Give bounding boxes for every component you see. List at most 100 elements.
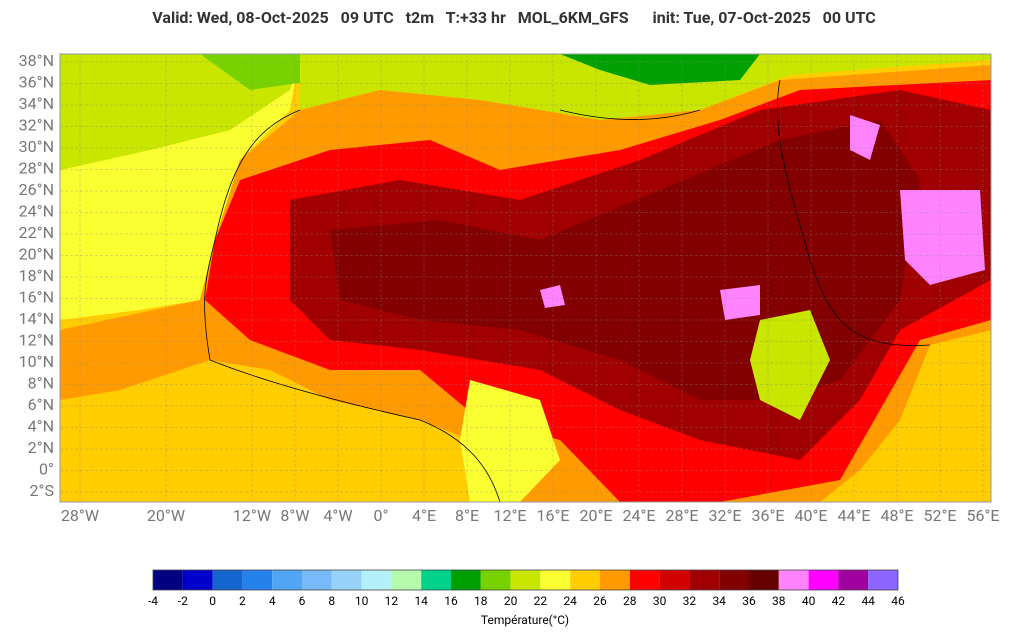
lon-label: 52°E [923, 506, 956, 525]
colorbar-swatch [719, 570, 749, 590]
colorbar-label: 16 [444, 594, 458, 608]
colorbar-swatch [629, 570, 660, 590]
colorbar-swatch [153, 570, 183, 590]
colorbar-label: 4 [269, 594, 276, 608]
colorbar-swatch [659, 570, 690, 590]
colorbar-swatch [600, 570, 630, 590]
lat-label: 2°S [30, 481, 54, 500]
title: Valid: Wed, 08-Oct-2025 09 UTC t2m T:+33… [152, 8, 875, 27]
colorbar-swatch [778, 570, 809, 590]
lon-label: 56°E [966, 506, 999, 525]
lon-label: 8°W [280, 506, 309, 525]
grid [60, 54, 991, 502]
lon-label: 12°E [493, 506, 526, 525]
colorbar-label: 6 [299, 594, 306, 608]
lat-label: 16°N [19, 288, 54, 307]
lon-label: 20°E [579, 506, 612, 525]
colorbar-label: 40 [802, 594, 816, 608]
colorbar-label: 26 [593, 594, 607, 608]
colorbar-swatch [242, 570, 273, 590]
colorbar-label: -2 [178, 594, 188, 608]
lat-label: 14°N [19, 309, 54, 328]
lat-label: 4°N [28, 417, 54, 436]
colorbar-swatch [361, 570, 392, 590]
lon-label: 24°E [622, 506, 655, 525]
colorbar-label: 34 [712, 594, 726, 608]
lat-label: 20°N [19, 245, 54, 264]
lon-label: 40°E [794, 506, 827, 525]
lon-label: 8°E [455, 506, 479, 525]
lon-label: 48°E [880, 506, 913, 525]
lon-label: 12°W [233, 506, 271, 525]
colorbar-label: 36 [742, 594, 756, 608]
colorbar-swatch [868, 570, 898, 590]
lon-label: 0° [374, 506, 389, 525]
lat-label: 12°N [19, 331, 54, 350]
colorbar-swatch [391, 570, 422, 590]
colorbar-label: 22 [534, 594, 548, 608]
colorbar-swatch [570, 570, 600, 590]
lon-label: 32°E [708, 506, 741, 525]
colorbar-swatch [480, 570, 511, 590]
lon-label: 28°E [665, 506, 698, 525]
lat-label: 10°N [19, 352, 54, 371]
colorbar-label: 44 [861, 594, 875, 608]
colorbar-frame [152, 569, 899, 591]
colorbar-label: 20 [504, 594, 518, 608]
lon-label: 16°E [536, 506, 569, 525]
colorbar-swatch [808, 570, 839, 590]
colorbar-swatch [451, 570, 481, 590]
lon-label: 28°W [61, 506, 99, 525]
colorbar-label: 28 [623, 594, 637, 608]
colorbar-label: 14 [414, 594, 428, 608]
colorbar-label: 10 [355, 594, 369, 608]
colorbar-label: 8 [328, 594, 335, 608]
colorbar-swatch [331, 570, 362, 590]
colorbar-label: 46 [891, 594, 905, 608]
colorbar-swatch [272, 570, 302, 590]
map-frame [59, 53, 992, 503]
colorbar-swatch [212, 570, 243, 590]
temperature-field [60, 54, 991, 502]
colorbar-label: 18 [474, 594, 488, 608]
colorbar-swatch [510, 570, 541, 590]
lat-label: 30°N [19, 137, 54, 156]
colorbar-title: Température(°C) [481, 613, 569, 627]
lon-label: 36°E [751, 506, 784, 525]
colorbar-label: 12 [385, 594, 399, 608]
lon-label: 44°E [837, 506, 870, 525]
colorbar-swatch [421, 570, 451, 590]
colorbar-swatch [182, 570, 213, 590]
lon-label: 4°E [412, 506, 436, 525]
colorbar-swatch [838, 570, 869, 590]
lat-label: 38°N [19, 51, 54, 70]
colorbar-swatch [540, 570, 571, 590]
lat-label: 24°N [19, 202, 54, 221]
colorbar-swatch [302, 570, 332, 590]
colorbar-label: 32 [683, 594, 697, 608]
lat-label: 34°N [19, 94, 54, 113]
lat-label: 8°N [28, 374, 54, 393]
lon-label: 20°W [147, 506, 185, 525]
lat-label: 6°N [28, 395, 54, 414]
lat-label: 18°N [19, 266, 54, 285]
colorbar-label: 38 [772, 594, 786, 608]
colorbar-swatch [689, 570, 720, 590]
lat-label: 2°N [28, 438, 54, 457]
lat-label: 22°N [19, 223, 54, 242]
lat-label: 28°N [19, 159, 54, 178]
lon-label: 4°W [323, 506, 352, 525]
lat-label: 32°N [19, 116, 54, 135]
colorbar-label: 0 [209, 594, 216, 608]
colorbar-label: 42 [832, 594, 846, 608]
colorbar-label: 2 [239, 594, 246, 608]
colorbar-label: 30 [653, 594, 667, 608]
lat-label: 0° [39, 460, 54, 479]
lat-label: 36°N [19, 73, 54, 92]
colorbar-swatch [749, 570, 779, 590]
colorbar-label: 24 [563, 594, 577, 608]
colorbar-label: -4 [148, 594, 158, 608]
lat-label: 26°N [19, 180, 54, 199]
